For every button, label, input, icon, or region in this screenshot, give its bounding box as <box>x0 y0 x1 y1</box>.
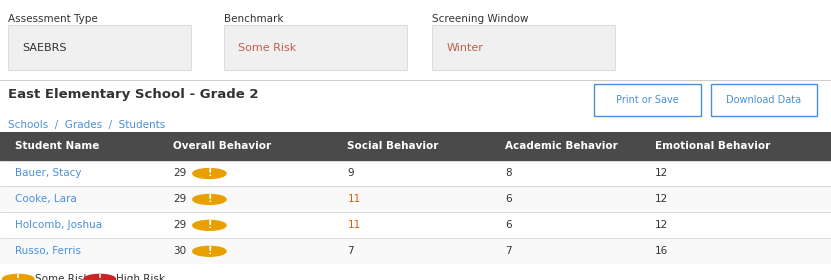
Text: 7: 7 <box>505 246 512 256</box>
FancyBboxPatch shape <box>0 186 831 213</box>
FancyBboxPatch shape <box>711 84 817 116</box>
Circle shape <box>84 274 116 280</box>
FancyBboxPatch shape <box>0 132 831 160</box>
Circle shape <box>2 274 34 280</box>
Text: Print or Save: Print or Save <box>616 95 679 105</box>
Text: 6: 6 <box>505 194 512 204</box>
Text: 8: 8 <box>505 169 512 178</box>
Text: 12: 12 <box>655 220 668 230</box>
Text: !: ! <box>207 246 212 256</box>
Text: Screening Window: Screening Window <box>432 14 529 24</box>
FancyBboxPatch shape <box>8 25 191 70</box>
Text: 29: 29 <box>173 194 186 204</box>
Text: Winter: Winter <box>446 43 483 53</box>
Text: 7: 7 <box>347 246 354 256</box>
FancyBboxPatch shape <box>0 160 831 186</box>
Text: Download Data: Download Data <box>726 95 801 105</box>
Circle shape <box>193 195 226 204</box>
Text: !: ! <box>207 168 212 178</box>
Text: 11: 11 <box>347 194 361 204</box>
Text: Bauer, Stacy: Bauer, Stacy <box>15 169 81 178</box>
Text: SAEBRS: SAEBRS <box>22 43 67 53</box>
FancyBboxPatch shape <box>594 84 701 116</box>
Text: Russo, Ferris: Russo, Ferris <box>15 246 81 256</box>
Text: High Risk: High Risk <box>116 274 165 280</box>
Text: Student Name: Student Name <box>15 141 100 151</box>
Text: !: ! <box>207 194 212 204</box>
FancyBboxPatch shape <box>224 25 407 70</box>
Text: 11: 11 <box>347 220 361 230</box>
Text: Schools  /  Grades  /  Students: Schools / Grades / Students <box>8 120 165 130</box>
Text: Cooke, Lara: Cooke, Lara <box>15 194 76 204</box>
Text: 9: 9 <box>347 169 354 178</box>
Text: Overall Behavior: Overall Behavior <box>173 141 271 151</box>
Text: Some Risk: Some Risk <box>35 274 90 280</box>
Text: 30: 30 <box>173 246 186 256</box>
Text: Benchmark: Benchmark <box>224 14 284 24</box>
Text: 12: 12 <box>655 194 668 204</box>
Text: 29: 29 <box>173 169 186 178</box>
Text: Emotional Behavior: Emotional Behavior <box>655 141 770 151</box>
FancyBboxPatch shape <box>432 25 615 70</box>
Text: 16: 16 <box>655 246 668 256</box>
Circle shape <box>193 169 226 178</box>
Text: !: ! <box>207 220 212 230</box>
Text: !: ! <box>17 274 20 280</box>
Circle shape <box>193 220 226 230</box>
Text: Some Risk: Some Risk <box>238 43 297 53</box>
Text: 6: 6 <box>505 220 512 230</box>
FancyBboxPatch shape <box>0 238 831 264</box>
Text: Academic Behavior: Academic Behavior <box>505 141 618 151</box>
Text: Assessment Type: Assessment Type <box>8 14 98 24</box>
Text: Holcomb, Joshua: Holcomb, Joshua <box>15 220 102 230</box>
Text: !: ! <box>98 274 101 280</box>
Text: 29: 29 <box>173 220 186 230</box>
FancyBboxPatch shape <box>0 213 831 238</box>
Text: Social Behavior: Social Behavior <box>347 141 439 151</box>
Text: 12: 12 <box>655 169 668 178</box>
Text: East Elementary School - Grade 2: East Elementary School - Grade 2 <box>8 88 258 101</box>
Circle shape <box>193 246 226 256</box>
